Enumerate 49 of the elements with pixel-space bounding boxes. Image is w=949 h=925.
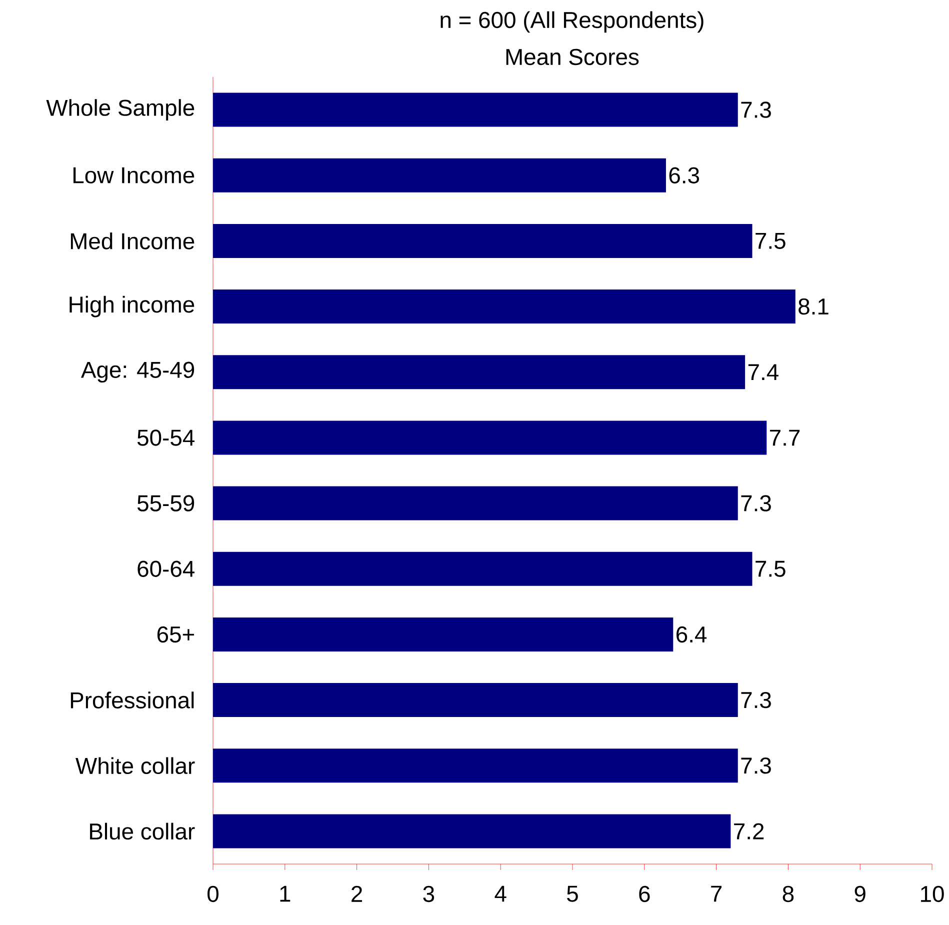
y-tick-label: Blue collar	[90, 822, 195, 840]
y-tick-label: Professional	[70, 692, 194, 708]
data-label: 8.1	[798, 298, 828, 315]
data-label: 7.3	[741, 102, 771, 118]
bar	[213, 814, 731, 848]
x-tick-label: 3	[423, 886, 434, 902]
data-label: 6.4	[676, 626, 707, 643]
y-tick-label: White collar	[76, 757, 195, 774]
bar	[213, 224, 752, 258]
y-tick-label: Age: 45-49	[80, 362, 194, 383]
x-tick-label: 1	[280, 886, 290, 902]
bar	[213, 617, 674, 652]
data-label: 6.3	[669, 167, 700, 184]
bar	[213, 290, 796, 324]
chart-subtitle: Mean Scores	[506, 48, 639, 66]
data-label: 7.3	[741, 758, 771, 774]
data-label: 7.3	[741, 692, 771, 708]
bar	[213, 748, 738, 783]
x-tick-label: 0	[208, 886, 218, 902]
y-tick-label: Med Income	[70, 232, 194, 250]
bar	[213, 158, 666, 192]
data-label: 7.3	[741, 495, 771, 512]
data-label: 7.5	[756, 232, 786, 249]
bar	[213, 420, 767, 455]
y-tick-label: Whole Sample	[46, 99, 194, 120]
y-tick-label: 50-54	[137, 430, 194, 446]
x-tick-label: 2	[352, 886, 362, 902]
y-tick-label: High income	[70, 296, 194, 318]
data-label: 7.5	[756, 560, 786, 577]
bar	[213, 683, 738, 718]
data-label: 7.4	[748, 364, 778, 380]
x-tick-label: 9	[854, 886, 866, 902]
bar	[213, 552, 752, 586]
bar	[213, 355, 746, 390]
bar	[213, 92, 738, 127]
x-tick-label: 6	[639, 886, 650, 902]
x-tick-label: 5	[567, 886, 578, 902]
data-label: 7.2	[734, 823, 764, 840]
y-tick-label: Low Income	[73, 167, 194, 184]
x-tick-label: 7	[711, 886, 722, 902]
x-tick-label: 10	[921, 886, 944, 902]
data-label: 7.7	[770, 430, 800, 446]
y-tick-label: 60-64	[138, 560, 194, 577]
bar	[213, 486, 738, 520]
chart-title: n = 600 (All Respondents)	[440, 11, 704, 33]
x-tick-label: 8	[782, 886, 794, 902]
y-tick-label: 55-59	[137, 495, 194, 512]
x-tick-label: 4	[494, 886, 506, 902]
y-tick-label: 65+	[157, 626, 194, 643]
